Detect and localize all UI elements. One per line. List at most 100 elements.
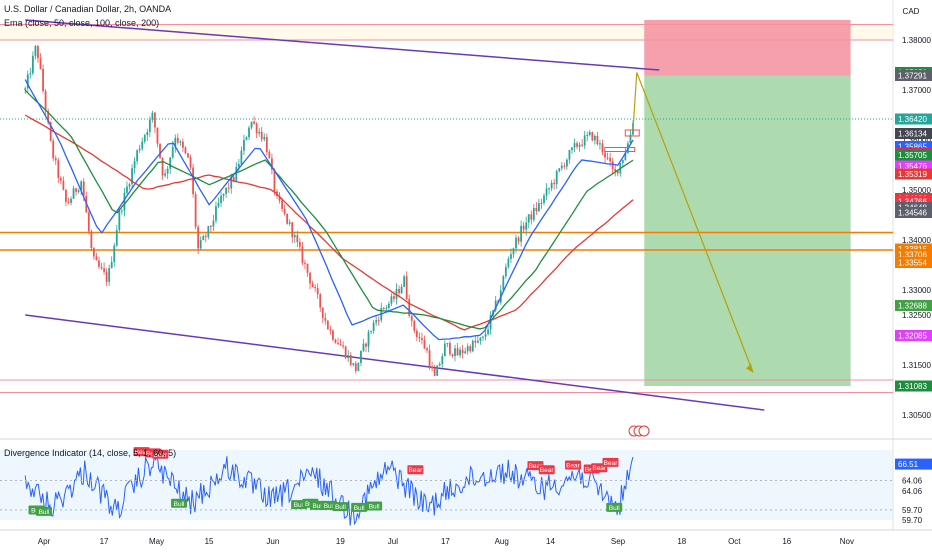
candle-body	[548, 188, 550, 190]
divergence-legend[interactable]: Divergence Indicator (14, close, 5, 1, 6…	[4, 448, 177, 458]
candle	[588, 129, 591, 137]
candle-body	[471, 340, 474, 352]
candle	[316, 283, 319, 299]
candle-body	[296, 235, 299, 243]
candle	[616, 171, 619, 177]
candle	[548, 187, 550, 195]
candle-body	[599, 143, 601, 145]
candle	[283, 204, 286, 216]
candle	[151, 110, 154, 123]
candle	[487, 324, 489, 336]
bull-marker-label: Bull	[369, 503, 380, 510]
candle	[380, 302, 383, 323]
price-tag: 1.34546	[895, 207, 932, 218]
candle-body	[395, 288, 398, 299]
candle	[273, 168, 276, 196]
price-tag: 1.36420	[895, 113, 932, 125]
candle	[123, 187, 126, 217]
candle-body	[415, 330, 418, 337]
candle-body	[253, 121, 256, 124]
candle	[403, 274, 406, 288]
candle	[44, 88, 47, 117]
candle	[426, 346, 428, 354]
candle	[370, 330, 372, 334]
price-tag-value: 1.33706	[898, 251, 927, 260]
candle	[70, 196, 72, 206]
bear-marker-label: Bear	[529, 463, 544, 470]
candle	[288, 219, 291, 226]
candle-body	[321, 307, 324, 318]
candle-body	[42, 68, 44, 92]
candle-body	[324, 317, 327, 321]
candle	[159, 143, 161, 159]
candle	[133, 157, 136, 174]
candle	[146, 128, 149, 141]
candle	[258, 127, 261, 137]
candle-body	[512, 248, 515, 255]
price-tag-value: 1.33554	[898, 259, 927, 268]
candle-body	[372, 322, 375, 331]
candle	[479, 337, 482, 345]
candle	[105, 268, 108, 286]
candle	[377, 316, 380, 326]
candle-body	[504, 266, 507, 277]
candle-body	[576, 143, 578, 147]
candle-body	[456, 348, 459, 356]
x-tick-label: Nov	[840, 537, 854, 546]
candle	[454, 344, 456, 362]
bear-marker-bg	[538, 465, 555, 475]
candle	[54, 155, 57, 165]
candle-body	[474, 340, 477, 343]
price-tag-bg	[895, 128, 932, 139]
candle	[398, 285, 400, 298]
candle	[37, 44, 39, 63]
price-tag-bg	[895, 300, 932, 311]
candle-body	[609, 157, 612, 162]
candle-body	[72, 188, 75, 199]
candle-body	[268, 152, 271, 159]
candle-body	[489, 315, 492, 330]
candle	[217, 197, 220, 209]
candle-body	[39, 58, 42, 69]
candle	[326, 319, 329, 330]
candle-body	[538, 203, 540, 212]
candle-body	[87, 212, 90, 232]
candle-body	[113, 245, 116, 262]
candle-body	[565, 159, 568, 167]
candle-body	[332, 330, 334, 340]
candle-body	[288, 222, 291, 224]
candle	[568, 149, 571, 164]
price-tag-bg	[895, 70, 932, 81]
candle-body	[385, 307, 388, 309]
candle	[293, 231, 296, 244]
take-profit-zone	[644, 75, 851, 386]
candle	[215, 201, 217, 224]
y-tick-label: 1.31500	[902, 361, 931, 370]
candle-body	[387, 303, 390, 308]
price-tag-value: 1.32085	[898, 332, 927, 341]
candle-body	[304, 262, 306, 264]
ema-legend[interactable]: Ema (close, 50, close, 100, close, 200)	[4, 18, 160, 28]
candle	[65, 189, 67, 207]
x-tick-label: 17	[100, 537, 109, 546]
candle	[225, 187, 228, 198]
bull-marker-label: Bull	[312, 503, 323, 510]
candle-body	[352, 363, 355, 365]
candle-body	[227, 187, 230, 189]
price-tag: 1.35705	[895, 149, 932, 161]
candle	[286, 213, 289, 225]
candle	[103, 262, 105, 275]
currency-label: CAD	[903, 7, 920, 16]
x-tick-label: Jul	[388, 537, 398, 546]
candle	[555, 169, 558, 189]
candle	[553, 178, 556, 190]
candle	[209, 225, 212, 232]
price-tag-bg	[895, 149, 932, 161]
candle-body	[222, 193, 225, 196]
candle-body	[176, 137, 179, 143]
candle-body	[405, 276, 408, 300]
candle	[199, 236, 202, 251]
candle	[431, 361, 434, 372]
candle-body	[240, 150, 243, 165]
